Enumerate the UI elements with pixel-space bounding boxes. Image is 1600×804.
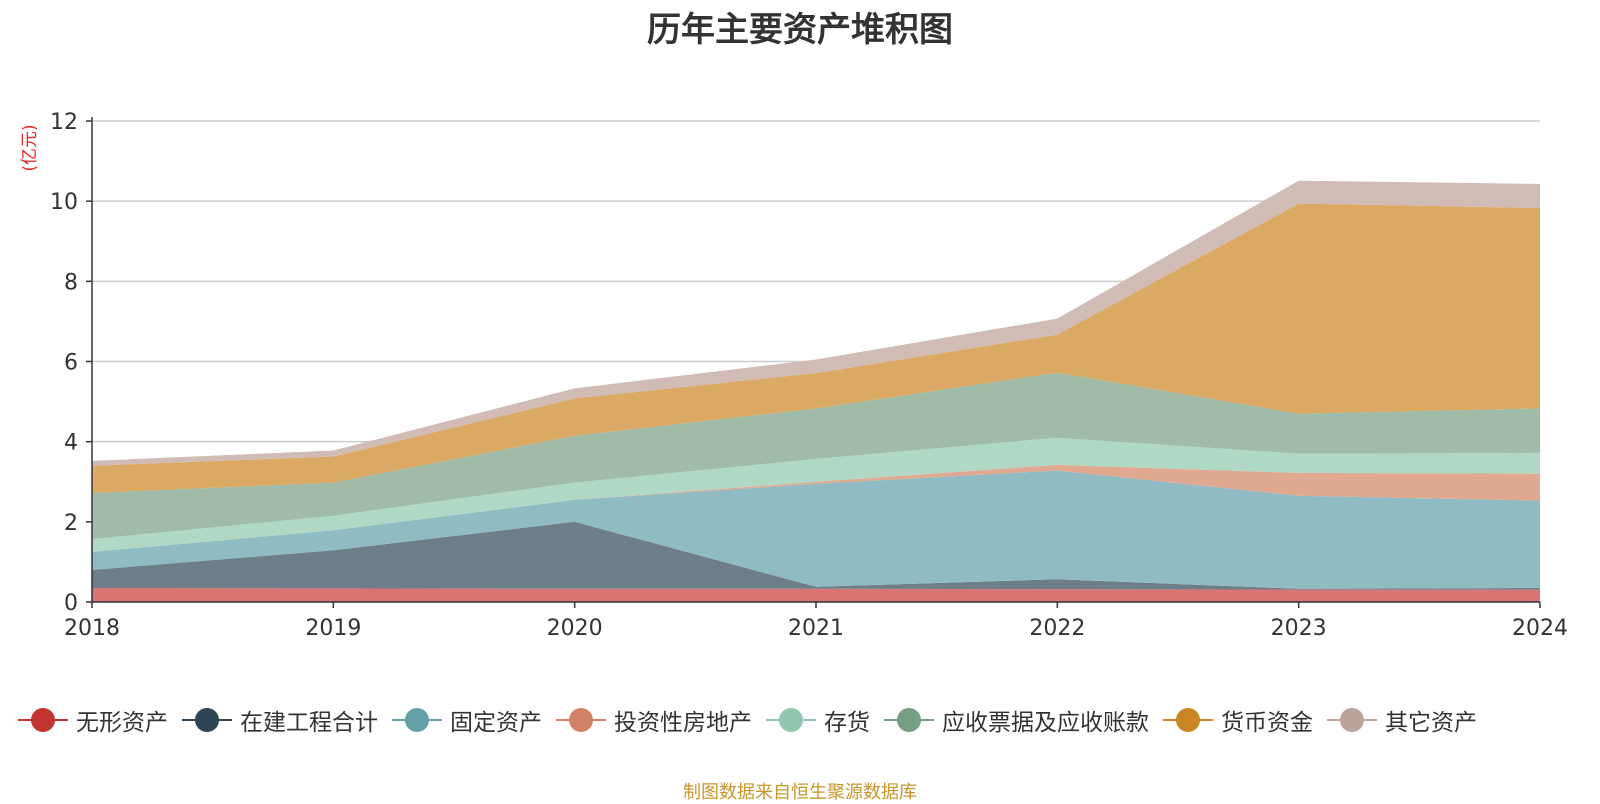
chart-title: 历年主要资产堆积图	[647, 10, 953, 50]
y-axis-unit-label: (亿元)	[20, 124, 40, 171]
tick-labels: 0 2 4 6 8 10 12 2018 2019 2020 2021 2022 2023 2024	[50, 110, 1568, 641]
legend-marker-icon	[884, 707, 934, 733]
legend-marker-icon	[18, 707, 68, 733]
x-tick-label: 2020	[547, 616, 603, 641]
legend-marker-icon	[766, 707, 816, 733]
legend-item-1[interactable]: 无形资产	[18, 703, 168, 737]
x-tick-label: 2021	[788, 616, 844, 641]
area-series-3	[92, 470, 1540, 589]
legend-item-3[interactable]: 固定资产	[392, 703, 542, 737]
y-tick-label: 10	[50, 190, 78, 215]
legend-item-8[interactable]: 其它资产	[1327, 703, 1477, 737]
y-tick-label: 2	[64, 511, 78, 536]
legend-item-5[interactable]: 存货	[766, 703, 870, 737]
y-tick-label: 12	[50, 110, 78, 135]
legend-label: 应收票据及应收账款	[942, 710, 1149, 736]
area-series-6	[92, 372, 1540, 540]
legend-marker-icon	[1327, 707, 1377, 733]
legend-marker-icon	[182, 707, 232, 733]
x-tick-label: 2019	[305, 616, 361, 641]
legend-label: 投资性房地产	[614, 710, 752, 736]
legend-item-2[interactable]: 在建工程合计	[182, 703, 378, 737]
x-tick-label: 2023	[1271, 616, 1327, 641]
area-series-4	[92, 464, 1540, 552]
legend-item-7[interactable]: 货币资金	[1163, 703, 1313, 737]
y-tick-label: 8	[64, 270, 78, 295]
x-tick-label: 2022	[1029, 616, 1085, 641]
legend: 无形资产 在建工程合计 固定资产 投资性房地产 存货 应收票据及应收账款 货币资金 其它资产	[18, 700, 1491, 740]
y-tick-label: 4	[64, 431, 78, 456]
legend-label: 货币资金	[1221, 710, 1313, 736]
legend-label: 其它资产	[1385, 710, 1477, 736]
axes	[86, 117, 1541, 608]
area-series-1	[92, 588, 1540, 602]
area-series-2	[92, 521, 1540, 590]
legend-label: 固定资产	[450, 710, 542, 736]
area-series-7	[92, 203, 1540, 493]
legend-label: 在建工程合计	[240, 710, 378, 736]
area-series-5	[92, 437, 1540, 552]
legend-label: 存货	[824, 710, 870, 736]
legend-label: 无形资产	[76, 710, 168, 736]
legend-marker-icon	[1163, 707, 1213, 733]
y-tick-label: 0	[64, 591, 78, 616]
area-series	[92, 180, 1540, 602]
area-series-8	[92, 180, 1540, 466]
legend-item-6[interactable]: 应收票据及应收账款	[884, 703, 1149, 737]
legend-item-4[interactable]: 投资性房地产	[556, 703, 752, 737]
x-tick-label: 2018	[64, 616, 120, 641]
source-note: 制图数据来自恒生聚源数据库	[683, 782, 917, 803]
legend-marker-icon	[556, 707, 606, 733]
legend-marker-icon	[392, 707, 442, 733]
x-tick-label: 2024	[1512, 616, 1568, 641]
y-tick-label: 6	[64, 351, 78, 376]
